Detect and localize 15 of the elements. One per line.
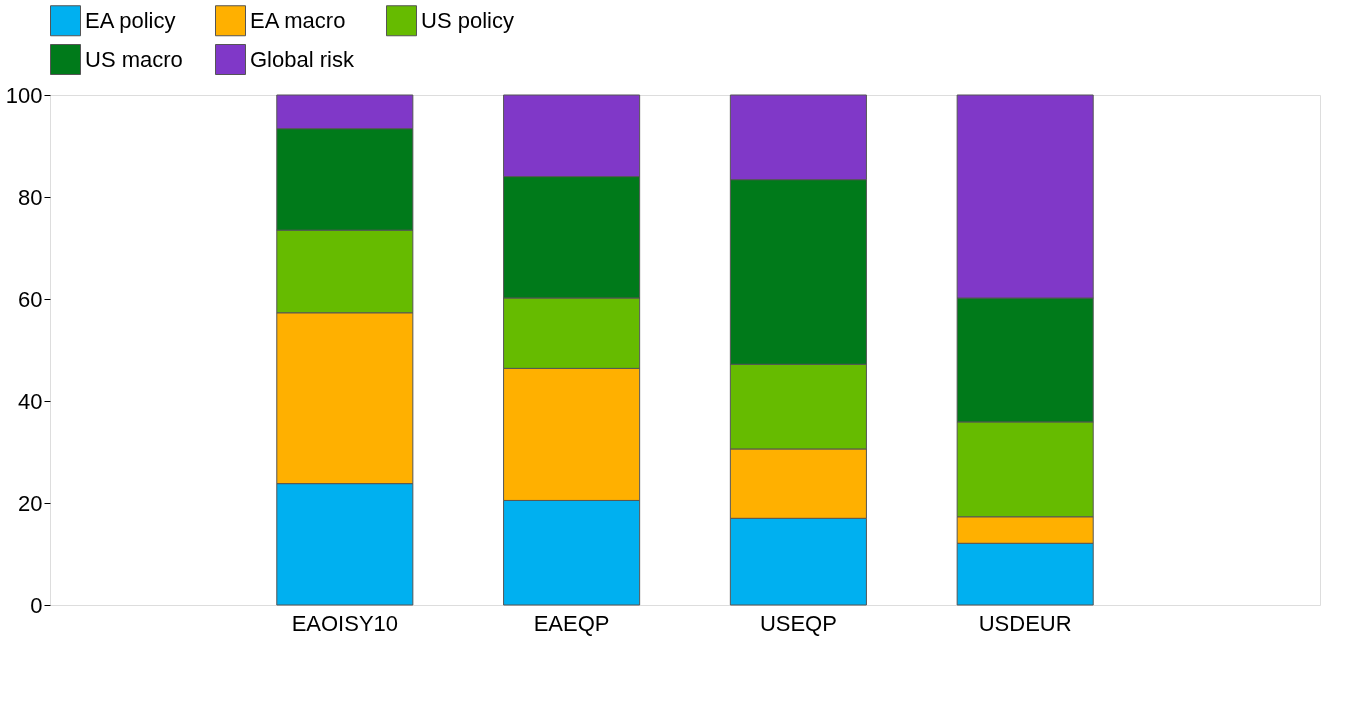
y-tick-label: 0 <box>30 592 43 618</box>
y-tick-label: 100 <box>5 82 43 108</box>
y-tick-label: 60 <box>18 286 43 312</box>
x-tick-label: EAEQP <box>533 610 610 636</box>
legend-label: US policy <box>421 7 514 33</box>
x-tick-label: USEQP <box>759 610 837 636</box>
x-tick-label: USDEUR <box>978 610 1072 636</box>
legend-label: EA macro <box>250 7 346 33</box>
legend-label: Global risk <box>250 46 355 72</box>
y-tick-label: 20 <box>18 490 43 516</box>
x-tick-label: EAOISY10 <box>291 610 399 636</box>
legend-label: US macro <box>85 46 183 72</box>
legend-label: EA policy <box>85 7 176 33</box>
y-tick-label: 80 <box>18 184 43 210</box>
y-tick-label: 40 <box>18 388 43 414</box>
